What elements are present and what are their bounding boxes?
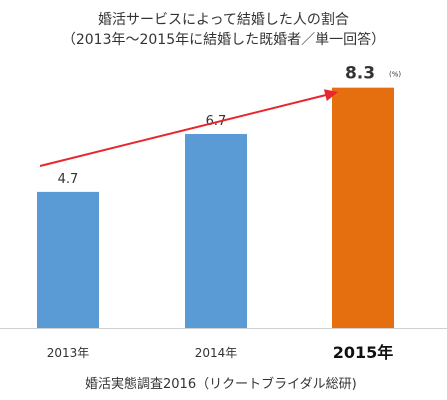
bar-3: [332, 87, 394, 328]
value-label-1: 4.7: [58, 172, 79, 187]
source-note: 婚活実態調査2016（リクートブライダル総研): [85, 377, 357, 392]
category-label-3: 2015年: [333, 343, 394, 362]
unit-label: (%): [389, 71, 401, 79]
category-label-2: 2014年: [195, 346, 238, 360]
trend-arrow-head: [323, 89, 338, 101]
trend-arrow-line: [39, 93, 331, 167]
bar-2: [185, 133, 247, 328]
chart-title-line-1: 婚活サービスによって結婚した人の割合: [98, 12, 349, 28]
bar-1: [37, 191, 99, 328]
chart-title-line-2: （2013年〜2015年に結婚した既婚者／単一回答）: [61, 32, 386, 48]
category-label-1: 2013年: [47, 346, 90, 360]
value-label-3: 8.3: [345, 64, 375, 84]
